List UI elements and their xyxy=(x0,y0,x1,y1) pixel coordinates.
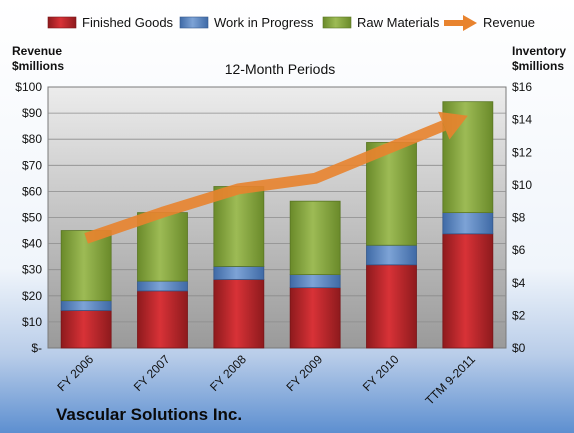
right-tick-label: $6 xyxy=(512,243,526,257)
legend-label-raw-materials: Raw Materials xyxy=(357,15,440,30)
left-tick-label: $30 xyxy=(22,263,42,277)
left-tick-label: $80 xyxy=(22,132,42,146)
right-tick-label: $4 xyxy=(512,276,526,290)
right-tick-label: $2 xyxy=(512,308,526,322)
right-tick-label: $12 xyxy=(512,145,532,159)
bar-finished-goods xyxy=(137,290,188,349)
left-tick-label: $20 xyxy=(22,289,42,303)
right-tick-label: $8 xyxy=(512,211,526,225)
gridlines xyxy=(48,112,506,323)
legend-swatch-revenue xyxy=(444,15,477,31)
revenue-line-path xyxy=(84,120,446,244)
left-tick-label: $70 xyxy=(22,158,42,172)
right-tick-label: $10 xyxy=(512,178,532,192)
bar-finished-goods xyxy=(213,279,265,349)
chart-subtitle: 12-Month Periods xyxy=(225,61,336,77)
left-axis-ticks: $- $10 $20 $30 $40 $50 $60 $70 $80 $90 $100 xyxy=(15,80,42,355)
right-tick-label: $14 xyxy=(512,113,532,127)
bar-raw-materials xyxy=(60,230,112,302)
bar-stacks xyxy=(60,101,494,349)
left-tick-label: $100 xyxy=(15,80,42,94)
bar-work-in-progress xyxy=(442,212,494,235)
left-axis-title-line1: Revenue xyxy=(12,44,62,58)
legend-swatch-raw-materials xyxy=(322,16,352,29)
bar-finished-goods xyxy=(60,310,112,349)
revenue-line xyxy=(84,111,468,244)
left-tick-label: $10 xyxy=(22,315,42,329)
right-axis-title-line1: Inventory xyxy=(512,44,566,58)
bar-work-in-progress xyxy=(289,274,341,289)
legend-swatch-work-in-progress xyxy=(179,16,209,29)
right-tick-label: $0 xyxy=(512,341,526,355)
left-tick-label: $- xyxy=(31,341,42,355)
legend: Finished Goods Work in Progress Raw Mate… xyxy=(47,15,535,31)
right-tick-label: $16 xyxy=(512,80,532,94)
bar-raw-materials xyxy=(289,200,341,275)
bar-finished-goods xyxy=(366,264,417,349)
right-axis-title-line2: $millions xyxy=(512,59,564,73)
bar-finished-goods xyxy=(289,287,341,349)
revenue-arrowhead xyxy=(438,111,468,140)
right-axis-ticks: $0 $2 $4 $6 $8 $10 $12 $14 $16 xyxy=(512,80,532,355)
legend-label-finished-goods: Finished Goods xyxy=(82,15,174,30)
left-axis-title-line2: $millions xyxy=(12,59,64,73)
left-tick-label: $90 xyxy=(22,106,42,120)
legend-label-revenue: Revenue xyxy=(483,15,535,30)
bar-finished-goods xyxy=(442,233,494,349)
left-tick-label: $60 xyxy=(22,184,42,198)
bar-work-in-progress xyxy=(60,300,112,311)
legend-swatch-finished-goods xyxy=(47,16,77,29)
left-tick-label: $40 xyxy=(22,237,42,251)
bar-work-in-progress xyxy=(366,244,417,266)
company-name: Vascular Solutions Inc. xyxy=(56,405,242,424)
bar-raw-materials xyxy=(213,186,265,267)
left-tick-label: $50 xyxy=(22,211,42,225)
legend-label-work-in-progress: Work in Progress xyxy=(214,15,314,30)
bar-work-in-progress xyxy=(137,280,188,292)
bar-work-in-progress xyxy=(213,266,265,280)
